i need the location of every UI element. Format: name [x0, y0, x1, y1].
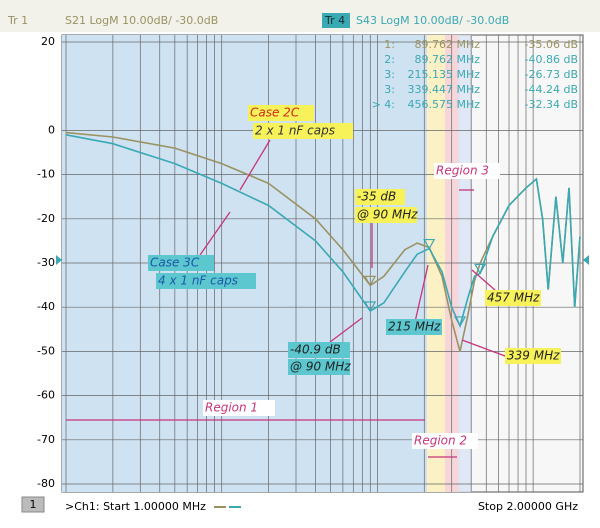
stop-frequency: Stop 2.00000 GHz: [478, 500, 578, 513]
annotation: 215 MHz: [388, 320, 441, 334]
start-frequency: >Ch1: Start 1.00000 MHz: [65, 500, 206, 513]
marker-frequency: 339.447 MHz: [407, 83, 480, 96]
marker-level: -35.06 dB: [525, 38, 579, 51]
marker-id: 3:: [384, 83, 395, 96]
annotation: -35 dB: [357, 190, 396, 204]
trace-label: Tr 4: [324, 14, 345, 27]
header-bar: [0, 0, 600, 32]
y-tick-label: -10: [37, 168, 55, 181]
region-3-shade: [458, 35, 472, 492]
arrow: [414, 264, 429, 323]
ref-arrow: [583, 255, 589, 265]
traces: [65, 131, 581, 352]
arrow: [239, 139, 271, 191]
arrow: [471, 269, 496, 291]
annotation-box: [253, 123, 353, 139]
annotation: Region 1: [205, 401, 258, 415]
y-tick-label: -70: [37, 433, 55, 446]
y-tick-label: -80: [37, 477, 55, 490]
y-tick-label: -30: [37, 256, 55, 269]
annotation-arrows: [66, 139, 506, 458]
marker-level: -26.73 dB: [525, 68, 579, 81]
annotation-box: [203, 400, 275, 416]
annotation-box: [485, 290, 541, 306]
annotation: @ 90 MHz: [290, 360, 351, 374]
channel-number: 1: [30, 498, 37, 511]
trace-badge: [322, 13, 350, 28]
annotation: Case 2C: [250, 106, 300, 120]
annotation-box: [386, 319, 442, 335]
region-3-shade: [445, 35, 460, 492]
arrow: [461, 339, 506, 357]
annotation: Region 3: [436, 164, 489, 178]
annotation-box: [156, 273, 256, 289]
annotation: 339 MHz: [507, 349, 560, 363]
marker: [364, 275, 377, 287]
annotation-box: [434, 163, 500, 179]
marker-id: > 4:: [372, 98, 395, 111]
marker-id: 2:: [384, 53, 395, 66]
annotation: 4 x 1 nF caps: [158, 274, 238, 288]
y-tick-label: -40: [37, 300, 55, 313]
annotation-box: [355, 189, 405, 205]
annotation-box: [248, 105, 314, 121]
annotation-box: [288, 359, 350, 375]
trace-setting: S43 LogM 10.00dB/ -30.0dB: [356, 14, 509, 27]
annotation: @ 90 MHz: [357, 208, 418, 222]
y-tick-label: -60: [37, 389, 55, 402]
annotation-box: [412, 433, 478, 449]
y-tick-label: 20: [41, 35, 55, 48]
marker-id: 1:: [384, 38, 395, 51]
marker-frequency: 456.575 MHz: [407, 98, 480, 111]
annotation-box: [288, 342, 350, 358]
channel-badge: [21, 496, 45, 513]
marker: [474, 263, 487, 275]
annotation: 457 MHz: [487, 291, 540, 305]
marker: [423, 238, 436, 250]
annotation: Region 2: [414, 434, 467, 448]
arrow: [329, 317, 363, 343]
annotation-box: [148, 255, 214, 271]
marker-level: -32.34 dB: [525, 98, 579, 111]
marker-frequency: 89.762 MHz: [414, 38, 480, 51]
y-tick-label: -20: [37, 212, 55, 225]
y-tick-label: -50: [37, 344, 55, 357]
y-tick-label: 0: [48, 123, 55, 136]
annotations: Case 2C 2 x 1 nF caps Case 3C 4 x 1 nF caps…: [148, 105, 561, 449]
marker-level: -44.24 dB: [525, 83, 579, 96]
annotation: 2 x 1 nF caps: [255, 124, 335, 138]
trace-setting: S21 LogM 10.00dB/ -30.0dB: [65, 14, 218, 27]
annotation: -40.9 dB: [290, 343, 341, 357]
ref-arrow: [56, 255, 62, 265]
marker: [364, 301, 377, 313]
marker-frequency: 89.762 MHz: [414, 53, 480, 66]
marker: [454, 316, 467, 328]
annotation-box: [505, 348, 561, 364]
annotation-box: [355, 207, 417, 223]
trace-label: Tr 1: [7, 14, 28, 27]
arrow: [199, 211, 231, 256]
marker-frequency: 215.135 MHz: [407, 68, 480, 81]
marker-level: -40.86 dB: [525, 53, 579, 66]
annotation: Case 3C: [150, 256, 200, 270]
marker-id: 3:: [384, 68, 395, 81]
